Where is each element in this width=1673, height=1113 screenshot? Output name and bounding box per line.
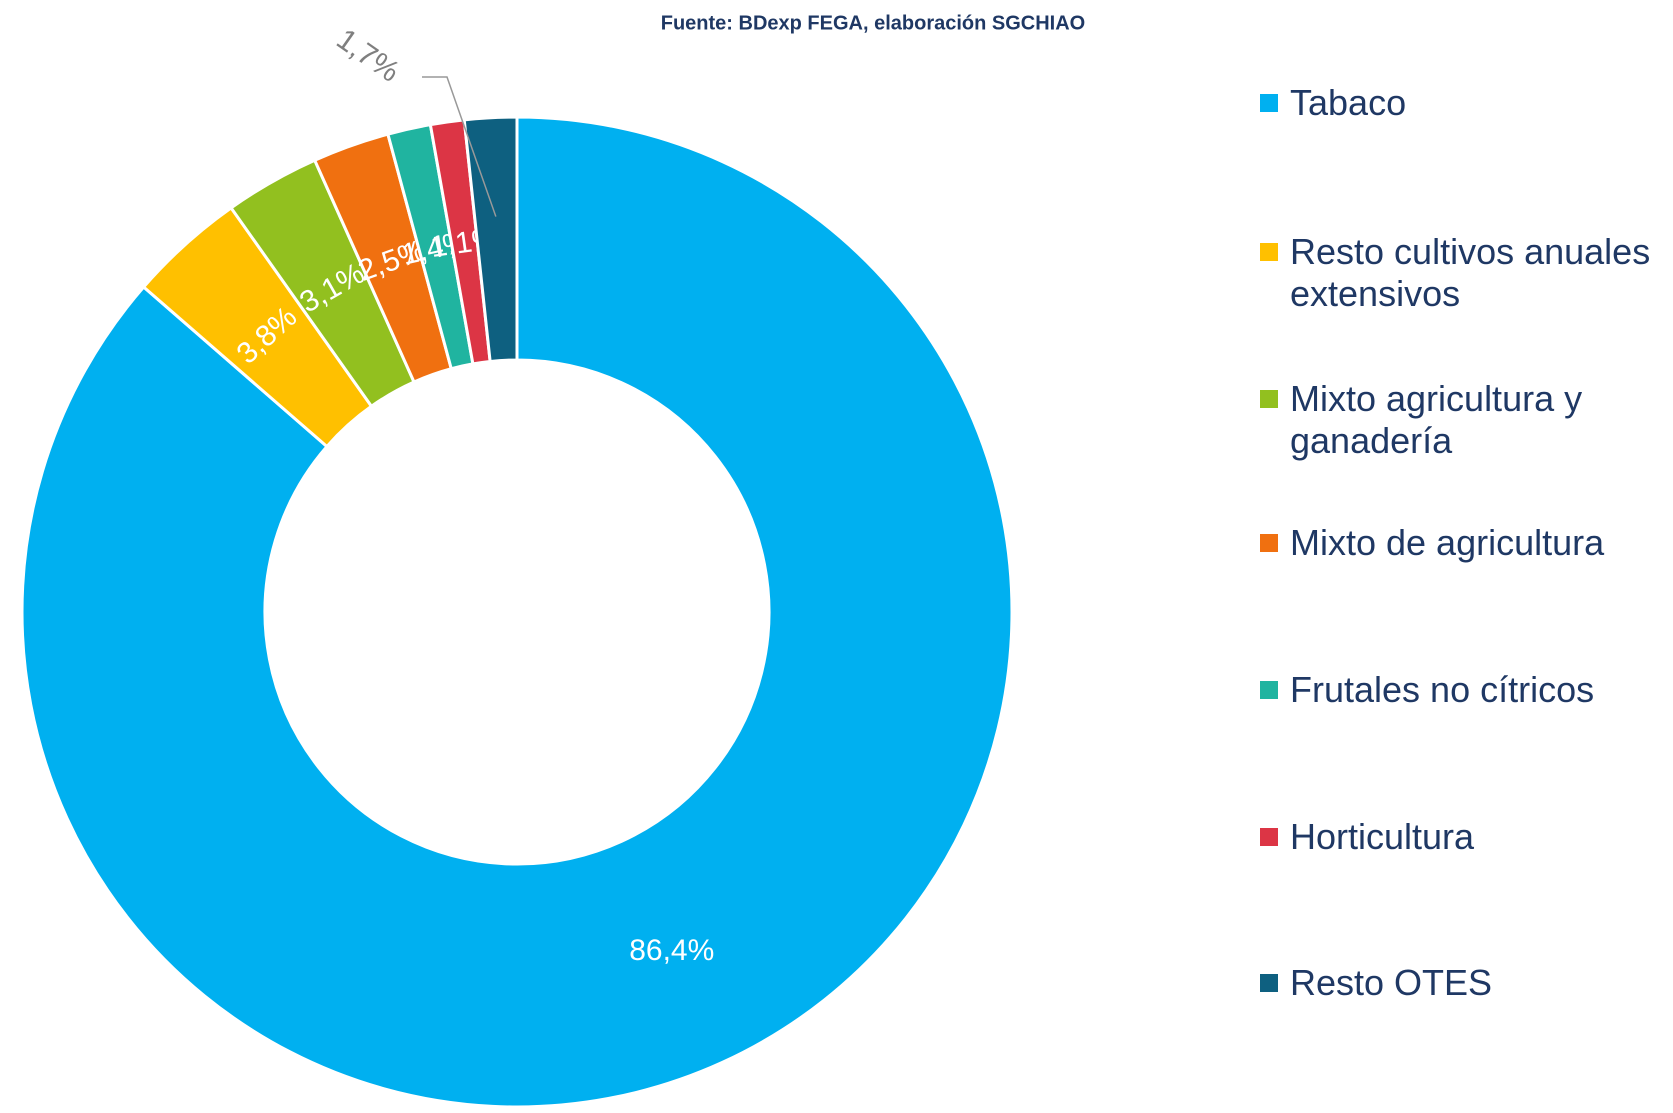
legend-label: Mixto agricultura y ganadería	[1290, 378, 1583, 461]
legend-label: Tabaco	[1290, 82, 1407, 123]
data-label: 86,4%	[629, 934, 714, 967]
legend-swatch	[1260, 974, 1278, 992]
legend-swatch	[1260, 534, 1278, 552]
legend-label: Resto OTES	[1290, 962, 1493, 1003]
legend-label: Resto cultivos anuales extensivos	[1290, 231, 1651, 314]
legend-item: Tabaco	[1260, 82, 1670, 124]
donut-slice	[462, 115, 519, 364]
donut-slice	[20, 115, 1014, 1109]
legend-item: Resto OTES	[1260, 962, 1670, 1004]
legend-swatch	[1260, 390, 1278, 408]
legend-swatch	[1260, 681, 1278, 699]
legend-swatch	[1260, 828, 1278, 846]
legend-item: Mixto agricultura y ganadería	[1260, 378, 1670, 462]
data-label: 1,7%	[330, 23, 405, 89]
legend-item: Mixto de agricultura	[1260, 522, 1670, 564]
leader-line	[422, 76, 497, 217]
legend-swatch	[1260, 94, 1278, 112]
legend-label: Horticultura	[1290, 816, 1475, 857]
legend-item: Frutales no cítricos	[1260, 669, 1670, 711]
legend-item: Resto cultivos anuales extensivos	[1260, 231, 1670, 315]
legend-item: Horticultura	[1260, 816, 1670, 858]
legend-swatch	[1260, 243, 1278, 261]
legend-label: Frutales no cítricos	[1290, 669, 1595, 710]
source: Fuente: BDexp FEGA, elaboración SGCHIAO	[661, 12, 1086, 34]
legend-label: Mixto de agricultura	[1290, 522, 1605, 563]
